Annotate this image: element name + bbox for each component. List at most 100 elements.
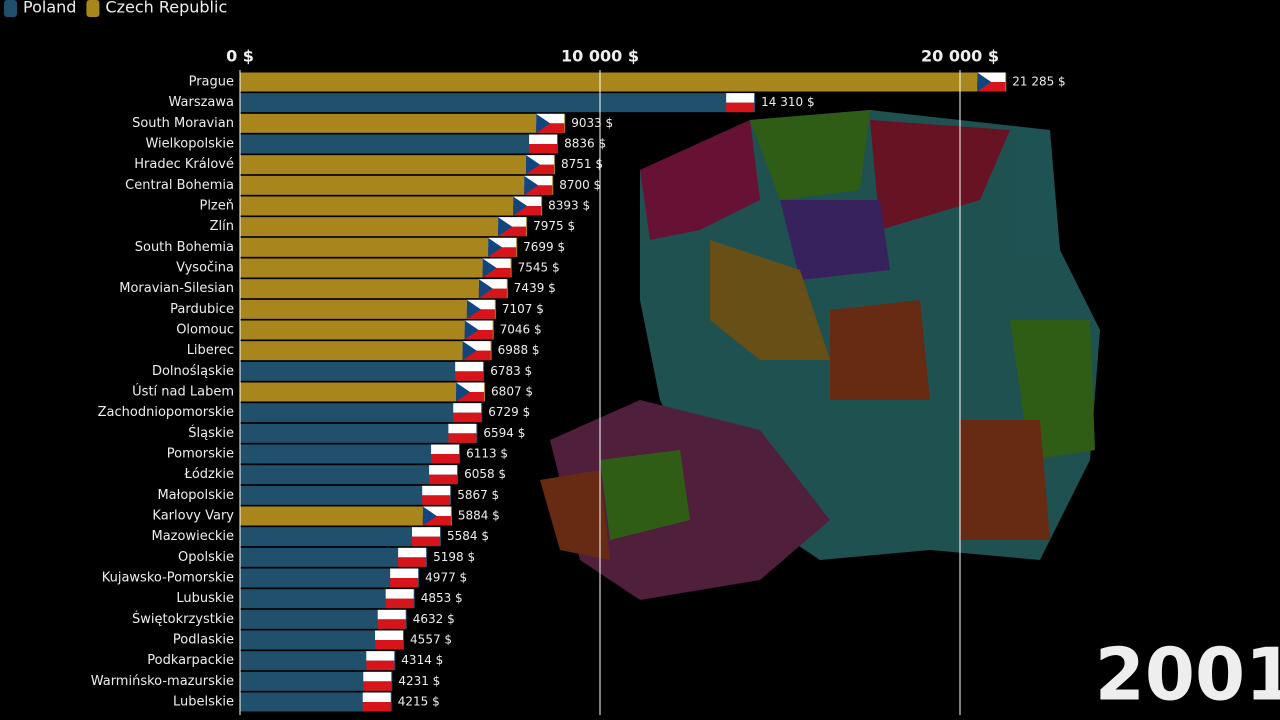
flag-white xyxy=(977,72,1006,82)
category-label: Pardubice xyxy=(170,302,234,317)
flag-red xyxy=(412,536,441,547)
flag-white xyxy=(363,671,392,682)
flag-triangle xyxy=(526,155,541,175)
map-region xyxy=(830,300,930,400)
value-label: 6783 $ xyxy=(490,364,532,378)
flag-red xyxy=(462,350,491,361)
category-label: Karlovy Vary xyxy=(152,509,234,524)
flag-red xyxy=(448,433,477,443)
background-map xyxy=(540,110,1100,600)
category-label: Zachodniopomorskie xyxy=(98,405,234,420)
map-region xyxy=(750,110,870,200)
value-label: 6594 $ xyxy=(483,426,525,440)
value-label: 5584 $ xyxy=(447,529,489,543)
flag xyxy=(422,485,451,505)
map-region xyxy=(540,470,610,560)
value-label: 7046 $ xyxy=(500,323,542,337)
flag-white xyxy=(377,609,406,620)
flag-white xyxy=(498,217,527,227)
bar xyxy=(240,506,452,526)
bar xyxy=(240,671,393,691)
value-label: 5867 $ xyxy=(457,488,499,502)
flag-white xyxy=(453,403,482,413)
bar xyxy=(240,423,478,443)
flag-red xyxy=(398,557,427,567)
flag-white xyxy=(429,465,458,475)
bar xyxy=(240,134,559,154)
bar xyxy=(240,341,492,361)
flag-red xyxy=(453,412,482,423)
category-label: Warszawa xyxy=(169,95,235,110)
value-label: 5198 $ xyxy=(433,550,475,564)
bar xyxy=(240,485,452,505)
flag xyxy=(362,692,391,712)
category-label: Dolnośląskie xyxy=(152,364,234,379)
bar xyxy=(240,258,512,278)
category-label: Podlaskie xyxy=(173,633,234,648)
flag-white xyxy=(375,630,404,640)
flag-white xyxy=(529,134,558,144)
flag xyxy=(377,609,406,629)
bar xyxy=(240,217,528,237)
flag-white xyxy=(422,506,451,516)
flag-red xyxy=(524,185,553,195)
bar xyxy=(240,93,756,113)
flag-white xyxy=(412,527,441,537)
flag-triangle xyxy=(482,258,497,278)
bar xyxy=(240,196,543,216)
bar xyxy=(240,609,407,629)
flag-red xyxy=(455,371,484,381)
flag-red xyxy=(478,288,507,299)
bar xyxy=(240,299,496,319)
flag-red xyxy=(456,392,485,402)
flag xyxy=(478,279,507,299)
bar xyxy=(240,279,508,299)
year-label: 2001 xyxy=(1095,633,1280,717)
flag xyxy=(464,320,493,340)
category-label: Hradec Králové xyxy=(134,157,234,172)
value-label: 7699 $ xyxy=(523,240,565,254)
flag xyxy=(482,258,511,278)
flag-red xyxy=(429,474,458,485)
legend-label: Czech Republic xyxy=(105,0,227,17)
flag xyxy=(488,237,517,257)
value-label: 7439 $ xyxy=(514,281,556,295)
legend-swatch xyxy=(86,0,100,17)
flag-triangle xyxy=(462,341,477,361)
category-label: Wielkopolskie xyxy=(145,137,234,152)
flag-white xyxy=(385,589,414,599)
category-label: Mazowieckie xyxy=(152,529,235,544)
map-region xyxy=(780,200,890,280)
value-label: 21 285 $ xyxy=(1012,75,1065,89)
bar xyxy=(240,465,459,485)
flag-white xyxy=(526,155,555,165)
category-label: Central Bohemia xyxy=(125,178,234,193)
flag xyxy=(375,630,404,650)
x-tick-label: 20 000 $ xyxy=(921,47,999,66)
value-label: 4314 $ xyxy=(401,653,443,667)
flag-red xyxy=(362,702,391,712)
value-label: 14 310 $ xyxy=(761,95,814,109)
flag xyxy=(448,423,477,443)
flag-red xyxy=(726,102,755,113)
category-label: South Moravian xyxy=(132,116,234,131)
value-label: 7975 $ xyxy=(533,219,575,233)
flag-red xyxy=(498,226,527,237)
value-label: 7107 $ xyxy=(502,302,544,316)
map-region xyxy=(870,120,1010,230)
bar xyxy=(240,155,556,175)
flag-white xyxy=(482,258,511,268)
flag xyxy=(726,93,755,113)
flag-white xyxy=(466,299,495,310)
flag-triangle xyxy=(536,113,551,133)
flag-red xyxy=(536,123,565,133)
flag-triangle xyxy=(977,72,992,92)
flag-red xyxy=(385,598,414,609)
flag-white xyxy=(422,485,451,496)
flag-white xyxy=(448,423,477,434)
value-label: 6113 $ xyxy=(466,447,508,461)
value-label: 4853 $ xyxy=(421,591,463,605)
x-tick-label: 0 $ xyxy=(226,47,254,66)
category-label: South Bohemia xyxy=(135,240,234,255)
